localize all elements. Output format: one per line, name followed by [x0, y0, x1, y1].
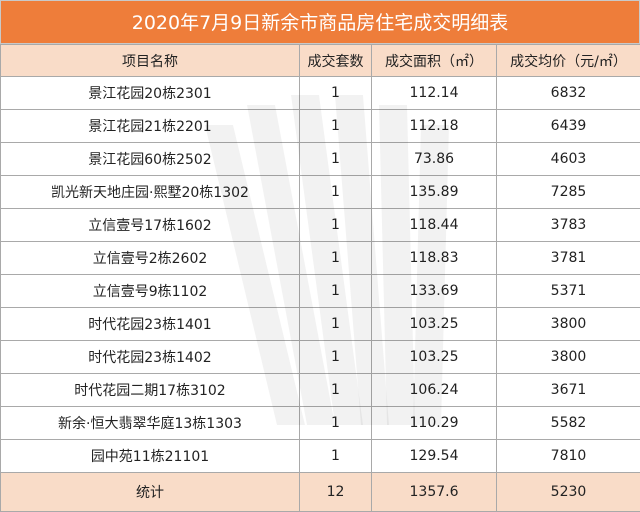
cell-units: 1	[300, 341, 372, 374]
cell-units: 1	[300, 77, 372, 110]
cell-project-name: 时代花园23栋1402	[1, 341, 300, 374]
cell-area: 118.44	[372, 209, 497, 242]
header-area: 成交面积（㎡）	[372, 45, 497, 77]
cell-price: 7810	[497, 440, 640, 473]
header-row: 项目名称 成交套数 成交面积（㎡） 成交均价（元/㎡）	[1, 45, 640, 77]
header-units: 成交套数	[300, 45, 372, 77]
cell-area: 103.25	[372, 341, 497, 374]
cell-area: 129.54	[372, 440, 497, 473]
cell-units: 1	[300, 110, 372, 143]
cell-units: 1	[300, 308, 372, 341]
cell-project-name: 新余·恒大翡翠华庭13栋1303	[1, 407, 300, 440]
cell-price: 5582	[497, 407, 640, 440]
cell-area: 106.24	[372, 374, 497, 407]
cell-project-name: 立信壹号2栋2602	[1, 242, 300, 275]
cell-price: 7285	[497, 176, 640, 209]
cell-units: 1	[300, 440, 372, 473]
cell-price: 3671	[497, 374, 640, 407]
cell-project-name: 立信壹号9栋1102	[1, 275, 300, 308]
cell-price: 5371	[497, 275, 640, 308]
total-label: 统计	[1, 473, 300, 512]
cell-area: 118.83	[372, 242, 497, 275]
total-price: 5230	[497, 473, 640, 512]
header-price: 成交均价（元/㎡）	[497, 45, 640, 77]
cell-units: 1	[300, 209, 372, 242]
cell-project-name: 时代花园23栋1401	[1, 308, 300, 341]
total-row: 统计 12 1357.6 5230	[1, 473, 640, 512]
cell-units: 1	[300, 374, 372, 407]
cell-project-name: 景江花园21栋2201	[1, 110, 300, 143]
cell-area: 135.89	[372, 176, 497, 209]
cell-units: 1	[300, 143, 372, 176]
cell-units: 1	[300, 275, 372, 308]
cell-project-name: 景江花园60栋2502	[1, 143, 300, 176]
cell-units: 1	[300, 242, 372, 275]
cell-price: 3800	[497, 308, 640, 341]
cell-units: 1	[300, 176, 372, 209]
cell-price: 6832	[497, 77, 640, 110]
cell-price: 6439	[497, 110, 640, 143]
cell-area: 112.14	[372, 77, 497, 110]
total-area: 1357.6	[372, 473, 497, 512]
header-project-name: 项目名称	[1, 45, 300, 77]
table-title: 2020年7月9日新余市商品房住宅成交明细表	[0, 0, 640, 44]
cell-project-name: 立信壹号17栋1602	[1, 209, 300, 242]
cell-price: 3781	[497, 242, 640, 275]
cell-area: 103.25	[372, 308, 497, 341]
cell-units: 1	[300, 407, 372, 440]
cell-project-name: 时代花园二期17栋3102	[1, 374, 300, 407]
cell-price: 4603	[497, 143, 640, 176]
cell-area: 73.86	[372, 143, 497, 176]
cell-area: 133.69	[372, 275, 497, 308]
cell-project-name: 景江花园20栋2301	[1, 77, 300, 110]
cell-area: 110.29	[372, 407, 497, 440]
cell-price: 3800	[497, 341, 640, 374]
cell-price: 3783	[497, 209, 640, 242]
cell-area: 112.18	[372, 110, 497, 143]
cell-project-name: 园中苑11栋21101	[1, 440, 300, 473]
total-units: 12	[300, 473, 372, 512]
cell-project-name: 凯光新天地庄园·熙墅20栋1302	[1, 176, 300, 209]
